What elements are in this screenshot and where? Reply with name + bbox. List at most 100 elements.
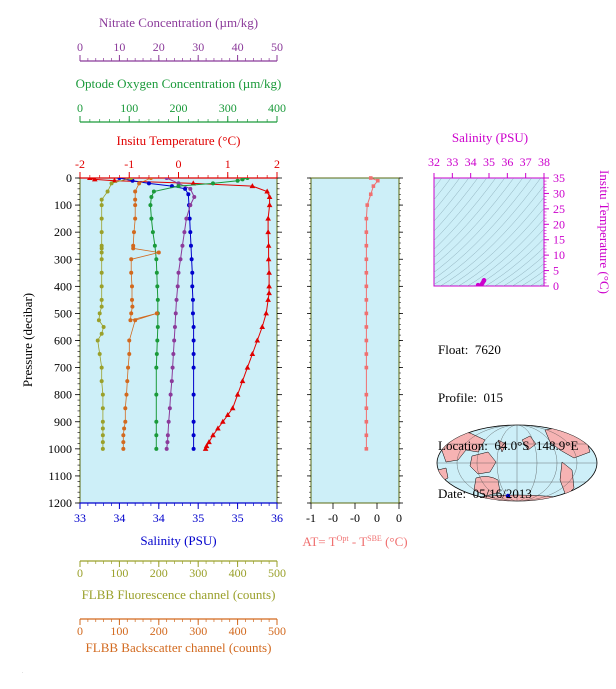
backscatter-point xyxy=(133,197,138,202)
salinity-point xyxy=(191,365,196,370)
nitrate-tick-label: 40 xyxy=(232,40,244,54)
temperature-point xyxy=(265,215,271,221)
nitrate-series xyxy=(164,178,197,451)
nitrate-point xyxy=(178,257,183,262)
location: Location: 64.0°S 148.9°E xyxy=(438,438,579,453)
fluorescence-point xyxy=(95,338,100,343)
nitrate-point xyxy=(176,270,181,275)
backscatter-point xyxy=(130,304,135,309)
salinity-axis-label: Salinity (PSU) xyxy=(140,533,216,548)
oxygen-line xyxy=(149,178,248,449)
temperature-point xyxy=(244,364,251,370)
at-point xyxy=(364,270,369,275)
backscatter-point xyxy=(130,297,135,302)
temperature-point xyxy=(265,256,272,262)
fluorescence-axis-label: FLBB Fluorescence channel (counts) xyxy=(82,587,276,602)
oxygen-point xyxy=(154,419,159,424)
oxygen-point xyxy=(154,365,159,370)
fluorescence-point xyxy=(109,181,114,186)
at-tick-label: -1 xyxy=(306,511,316,525)
nitrate-point xyxy=(172,338,177,343)
fluorescence-point xyxy=(99,270,104,275)
oxygen-tick-label: 0 xyxy=(77,101,83,115)
map-graticule xyxy=(437,425,597,501)
fluorescence-axis: 0 100 200 300 400 500 FLBB Fluorescence channe… xyxy=(77,560,286,602)
nitrate-point xyxy=(173,311,178,316)
backscatter-point xyxy=(129,257,134,262)
backscatter-point xyxy=(127,352,132,357)
backscatter-tick-label: 300 xyxy=(189,624,207,638)
oxygen-point xyxy=(155,338,160,343)
fluorescence-point xyxy=(129,178,134,180)
salinity-point xyxy=(191,324,196,329)
at-point xyxy=(368,176,373,180)
fluorescence-point xyxy=(99,284,104,289)
ts-point xyxy=(468,288,472,292)
salinity-point xyxy=(190,284,195,289)
temperature-point xyxy=(229,405,236,411)
temperature-point xyxy=(265,296,271,302)
oxygen-point xyxy=(155,297,160,302)
at-point xyxy=(364,365,369,370)
fluorescence-point xyxy=(100,440,105,445)
ts-temp-tick-label: 30 xyxy=(553,186,565,200)
nitrate-tick-label: 20 xyxy=(153,40,165,54)
fluorescence-point xyxy=(100,426,105,431)
oxygen-point xyxy=(235,178,240,183)
at-point xyxy=(364,298,369,302)
at-point xyxy=(376,178,380,183)
salinity-tick-label: 33 xyxy=(74,511,86,525)
salinity-point xyxy=(186,192,191,197)
salinity-point xyxy=(191,352,196,357)
at-point xyxy=(364,230,369,234)
backscatter-point xyxy=(133,203,138,208)
salinity-tick-label: 35 xyxy=(192,511,204,525)
temperature-point xyxy=(87,178,93,180)
ts-point xyxy=(475,282,481,286)
backscatter-point xyxy=(127,338,132,343)
at-axis-label: AT= TOpt - TSBE (°C) xyxy=(302,534,407,549)
oxygen-point xyxy=(149,216,154,221)
backscatter-point xyxy=(122,426,127,431)
salinity-tick-label: 36 xyxy=(271,511,283,525)
temperature-point xyxy=(91,178,98,182)
fluorescence-point xyxy=(99,203,104,208)
fluorescence-point xyxy=(99,365,104,370)
pressure-tick-label: 100 xyxy=(54,198,72,212)
backscatter-point xyxy=(123,406,128,411)
temperature-tick-label: -2 xyxy=(75,157,85,171)
temperature-point xyxy=(259,323,266,329)
temperature-point xyxy=(264,188,270,194)
at-point xyxy=(364,406,369,411)
salinity-point xyxy=(188,230,193,235)
at-point xyxy=(364,338,369,343)
salinity-point xyxy=(191,392,196,397)
oxygen-tick-label: 400 xyxy=(268,101,286,115)
ts-salinity-tick-label: 35 xyxy=(483,155,495,169)
nitrate-point xyxy=(180,243,185,248)
fluorescence-point xyxy=(99,304,104,309)
oxygen-point xyxy=(245,178,250,180)
at-point xyxy=(364,392,369,397)
temperature-point xyxy=(234,391,241,397)
temperature-point xyxy=(249,183,256,189)
pressure-tick-label: 300 xyxy=(54,252,72,266)
temperature-point xyxy=(224,411,231,417)
float-info: Float: 7620 Profile: 015 Location: 64.0°… xyxy=(438,310,578,518)
fluorescence-point xyxy=(99,257,104,262)
at-tick-label: -0 xyxy=(350,511,360,525)
salinity-point xyxy=(117,178,122,180)
oxygen-point xyxy=(240,178,245,182)
at-point xyxy=(364,433,369,438)
backscatter-point xyxy=(133,189,138,194)
at-plot-area xyxy=(310,177,400,504)
fluorescence-point xyxy=(100,392,105,397)
at-point xyxy=(368,192,373,197)
nitrate-point xyxy=(192,194,197,199)
salinity-axis: 33 34 34 35 35 36 Salinity (PSU) xyxy=(74,502,283,548)
main-panel: 0100200300400500600700800900100011001200… xyxy=(20,15,286,655)
temperature-series xyxy=(87,178,273,451)
